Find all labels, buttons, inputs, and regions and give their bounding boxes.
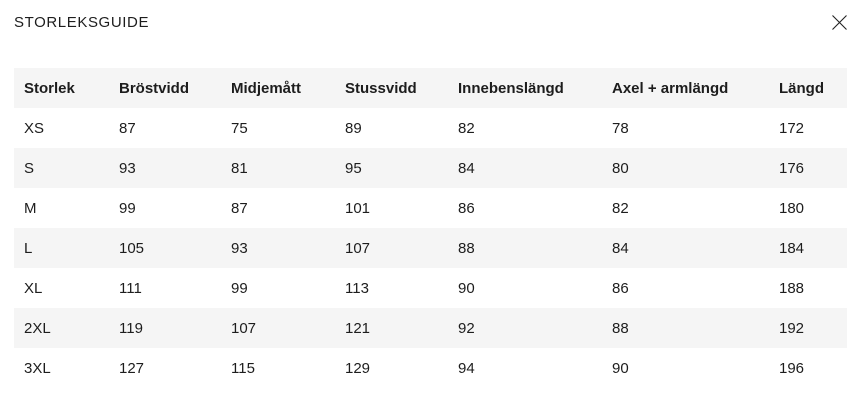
measurement-cell: 115 bbox=[231, 359, 255, 377]
table-row: XS 87 75 89 82 78 172 bbox=[14, 108, 847, 148]
column-header: Storlek bbox=[24, 79, 75, 97]
column-header: Längd bbox=[779, 79, 824, 97]
measurement-cell: 95 bbox=[345, 159, 362, 177]
measurement-cell: 192 bbox=[779, 319, 805, 337]
measurement-cell: 87 bbox=[231, 199, 248, 217]
measurement-cell: 88 bbox=[612, 319, 629, 337]
measurement-cell: 75 bbox=[231, 119, 248, 137]
size-table-body: XS 87 75 89 82 78 172 S 93 81 95 84 80 176 M 99 87 101 86 8… bbox=[14, 108, 847, 388]
measurement-cell: 129 bbox=[345, 359, 371, 377]
measurement-cell: 86 bbox=[612, 279, 629, 297]
measurement-cell: 119 bbox=[119, 319, 143, 337]
measurement-cell: 180 bbox=[779, 199, 805, 217]
table-row: S 93 81 95 84 80 176 bbox=[14, 148, 847, 188]
measurement-cell: 93 bbox=[231, 239, 248, 257]
measurement-cell: 127 bbox=[119, 359, 145, 377]
measurement-cell: 89 bbox=[345, 119, 362, 137]
measurement-cell: 176 bbox=[779, 159, 805, 177]
table-row: L 105 93 107 88 84 184 bbox=[14, 228, 847, 268]
measurement-cell: 113 bbox=[345, 279, 369, 297]
column-header: Bröstvidd bbox=[119, 79, 190, 97]
close-button[interactable] bbox=[828, 11, 851, 34]
size-table-head: Storlek Bröstvidd Midjemått Stussvidd Innebe… bbox=[14, 68, 847, 108]
table-row: M 99 87 101 86 82 180 bbox=[14, 188, 847, 228]
measurement-cell: 99 bbox=[119, 199, 136, 217]
measurement-cell: 90 bbox=[612, 359, 629, 377]
measurement-cell: 82 bbox=[612, 199, 629, 217]
size-cell: L bbox=[24, 239, 33, 257]
measurement-cell: 80 bbox=[612, 159, 629, 177]
size-table: Storlek Bröstvidd Midjemått Stussvidd Innebe… bbox=[14, 68, 847, 388]
measurement-cell: 188 bbox=[779, 279, 805, 297]
measurement-cell: 101 bbox=[345, 199, 371, 217]
table-row: XL 111 99 113 90 86 188 bbox=[14, 268, 847, 308]
size-cell: 2XL bbox=[24, 319, 51, 337]
column-header: Axel + armlängd bbox=[612, 79, 729, 97]
size-cell: 3XL bbox=[24, 359, 51, 377]
size-cell: XS bbox=[24, 119, 45, 137]
table-row: 2XL 119 107 121 92 88 192 bbox=[14, 308, 847, 348]
dialog-header: STORLEKSGUIDE bbox=[0, 0, 861, 34]
measurement-cell: 93 bbox=[119, 159, 136, 177]
measurement-cell: 105 bbox=[119, 239, 145, 257]
size-cell: S bbox=[24, 159, 35, 177]
dialog-title: STORLEKSGUIDE bbox=[14, 14, 150, 31]
measurement-cell: 87 bbox=[119, 119, 136, 137]
measurement-cell: 88 bbox=[458, 239, 475, 257]
column-header: Midjemått bbox=[231, 79, 302, 97]
table-row: 3XL 127 115 129 94 90 196 bbox=[14, 348, 847, 388]
measurement-cell: 94 bbox=[458, 359, 475, 377]
size-cell: XL bbox=[24, 279, 43, 297]
measurement-cell: 121 bbox=[345, 319, 371, 337]
measurement-cell: 107 bbox=[345, 239, 371, 257]
measurement-cell: 172 bbox=[779, 119, 805, 137]
measurement-cell: 86 bbox=[458, 199, 475, 217]
measurement-cell: 196 bbox=[779, 359, 805, 377]
measurement-cell: 111 bbox=[119, 279, 142, 297]
column-header: Stussvidd bbox=[345, 79, 417, 97]
measurement-cell: 184 bbox=[779, 239, 805, 257]
measurement-cell: 92 bbox=[458, 319, 475, 337]
measurement-cell: 107 bbox=[231, 319, 257, 337]
column-header: Innebenslängd bbox=[458, 79, 564, 97]
measurement-cell: 84 bbox=[612, 239, 629, 257]
size-cell: M bbox=[24, 199, 37, 217]
measurement-cell: 82 bbox=[458, 119, 475, 137]
measurement-cell: 84 bbox=[458, 159, 475, 177]
measurement-cell: 90 bbox=[458, 279, 475, 297]
measurement-cell: 78 bbox=[612, 119, 629, 137]
table-header-row: Storlek Bröstvidd Midjemått Stussvidd Innebe… bbox=[14, 68, 847, 108]
measurement-cell: 81 bbox=[231, 159, 248, 177]
close-icon bbox=[831, 14, 848, 31]
measurement-cell: 99 bbox=[231, 279, 248, 297]
